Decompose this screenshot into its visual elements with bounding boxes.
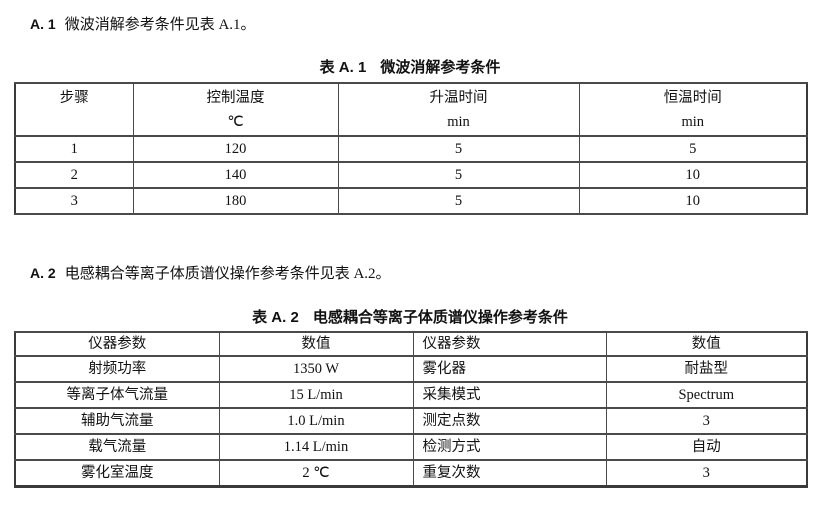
column-header-control-temp: 控制温度 ℃ bbox=[132, 82, 339, 137]
table-a2-header-row: 仪器参数 数值 仪器参数 数值 bbox=[14, 331, 808, 357]
table-a2: 仪器参数 数值 仪器参数 数值 射频功率 1350 W 雾化器 耐盐型 等离子体… bbox=[14, 331, 808, 488]
table-a1-title: 表 A. 1 微波消解参考条件 bbox=[0, 56, 820, 77]
table-a1-title-number: 表 A. 1 bbox=[319, 59, 367, 76]
table-cell: 1.14 L/min bbox=[218, 433, 414, 461]
clause-a2: A. 2 电感耦合等离子体质谱仪操作参考条件见表 A.2。 bbox=[30, 262, 391, 283]
table-cell: 5 bbox=[337, 161, 580, 189]
table-row: 2 140 5 10 bbox=[14, 161, 808, 189]
table-a2-title-text: 电感耦合等离子体质谱仪操作参考条件 bbox=[312, 309, 568, 326]
table-a2-title-number: 表 A. 2 bbox=[252, 309, 299, 326]
table-cell: 载气流量 bbox=[14, 433, 220, 461]
table-row: 3 180 5 10 bbox=[14, 187, 808, 215]
table-cell: 2 ℃ bbox=[218, 459, 414, 488]
column-header-instrument-param-right: 仪器参数 bbox=[412, 331, 607, 357]
table-cell: 15 L/min bbox=[218, 381, 414, 409]
column-header-step: 步骤 bbox=[14, 82, 134, 137]
table-cell: 雾化室温度 bbox=[14, 459, 220, 488]
table-cell: 180 bbox=[132, 187, 339, 215]
table-a1: 步骤 控制温度 ℃ 升温时间 min 恒温时间 min 1 bbox=[14, 82, 808, 215]
table-cell: 5 bbox=[578, 135, 808, 163]
table-cell: 10 bbox=[578, 187, 808, 215]
table-cell: 测定点数 bbox=[412, 407, 607, 435]
table-cell: 2 bbox=[14, 161, 134, 189]
table-cell: 等离子体气流量 bbox=[14, 381, 220, 409]
table-row: 等离子体气流量 15 L/min 采集模式 Spectrum bbox=[14, 381, 808, 409]
table-row: 雾化室温度 2 ℃ 重复次数 3 bbox=[14, 459, 808, 488]
clause-a2-text: 电感耦合等离子体质谱仪操作参考条件见表 A.2。 bbox=[64, 266, 391, 282]
clause-a1-number: A. 1 bbox=[30, 16, 56, 32]
table-cell: 140 bbox=[132, 161, 339, 189]
table-cell: 3 bbox=[605, 407, 808, 435]
table-a1-header-row: 步骤 控制温度 ℃ 升温时间 min 恒温时间 min bbox=[14, 82, 808, 137]
table-row: 射频功率 1350 W 雾化器 耐盐型 bbox=[14, 355, 808, 383]
table-cell: 1 bbox=[14, 135, 134, 163]
table-row: 辅助气流量 1.0 L/min 测定点数 3 bbox=[14, 407, 808, 435]
column-header-ramp-time: 升温时间 min bbox=[337, 82, 580, 137]
table-a2-title: 表 A. 2 电感耦合等离子体质谱仪操作参考条件 bbox=[0, 306, 820, 327]
table-cell: 雾化器 bbox=[412, 355, 607, 383]
clause-a2-number: A. 2 bbox=[30, 265, 56, 281]
clause-a1-text: 微波消解参考条件见表 A.1。 bbox=[64, 17, 256, 33]
table-cell: 自动 bbox=[605, 433, 808, 461]
table-cell: 1350 W bbox=[218, 355, 414, 383]
table-cell: 采集模式 bbox=[412, 381, 607, 409]
column-header-hold-time: 恒温时间 min bbox=[578, 82, 808, 137]
table-cell: 辅助气流量 bbox=[14, 407, 220, 435]
table-cell: 耐盐型 bbox=[605, 355, 808, 383]
table-cell: 检测方式 bbox=[412, 433, 607, 461]
table-cell: 5 bbox=[337, 187, 580, 215]
clause-a1: A. 1 微波消解参考条件见表 A.1。 bbox=[30, 13, 256, 34]
table-cell: 重复次数 bbox=[412, 459, 607, 488]
table-cell: 射频功率 bbox=[14, 355, 220, 383]
table-cell: 10 bbox=[578, 161, 808, 189]
table-cell: 5 bbox=[337, 135, 580, 163]
column-header-instrument-param-left: 仪器参数 bbox=[14, 331, 220, 357]
table-cell: 120 bbox=[132, 135, 339, 163]
table-cell: 1.0 L/min bbox=[218, 407, 414, 435]
table-cell: Spectrum bbox=[605, 381, 808, 409]
table-a1-title-text: 微波消解参考条件 bbox=[380, 59, 501, 76]
table-row: 载气流量 1.14 L/min 检测方式 自动 bbox=[14, 433, 808, 461]
table-row: 1 120 5 5 bbox=[14, 135, 808, 163]
table-cell: 3 bbox=[14, 187, 134, 215]
column-header-value-right: 数值 bbox=[605, 331, 808, 357]
table-cell: 3 bbox=[605, 459, 808, 488]
column-header-value-left: 数值 bbox=[218, 331, 414, 357]
